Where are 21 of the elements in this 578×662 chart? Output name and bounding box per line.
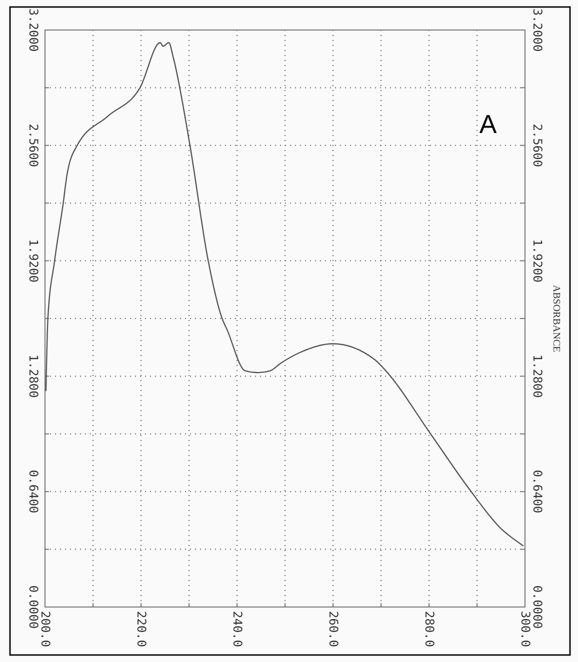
y2-tick-label: 2.5600 (530, 124, 545, 168)
y-tick-label: 2.5600 (26, 124, 41, 168)
y2-tick-label: 0.0000 (530, 585, 545, 629)
y2-axis-title: ABSORBANCE (550, 284, 562, 352)
x-tick-label: 220.0 (134, 611, 149, 648)
x-tick-label: 240.0 (230, 611, 245, 648)
y-tick-label: 1.9200 (26, 239, 41, 282)
y-tick-label: 1.2800 (26, 354, 41, 398)
y2-tick-label: 1.2800 (530, 354, 545, 398)
line-series (45, 42, 524, 546)
x-tick-label: 280.0 (422, 611, 437, 648)
y2-tick-label: 3.2000 (530, 8, 545, 52)
y2-tick-label: 0.6400 (530, 470, 545, 514)
y2-tick-label: 1.9200 (530, 239, 545, 282)
y-tick-label: 3.2000 (26, 8, 41, 52)
x-tick-label: 260.0 (326, 611, 341, 648)
x-tick-label: 200.0 (38, 611, 53, 648)
y-tick-label: 0.0000 (26, 585, 41, 629)
x-tick-label: 300.0 (518, 611, 533, 648)
annotation: A (479, 109, 498, 139)
y-tick-label: 0.6400 (26, 470, 41, 514)
